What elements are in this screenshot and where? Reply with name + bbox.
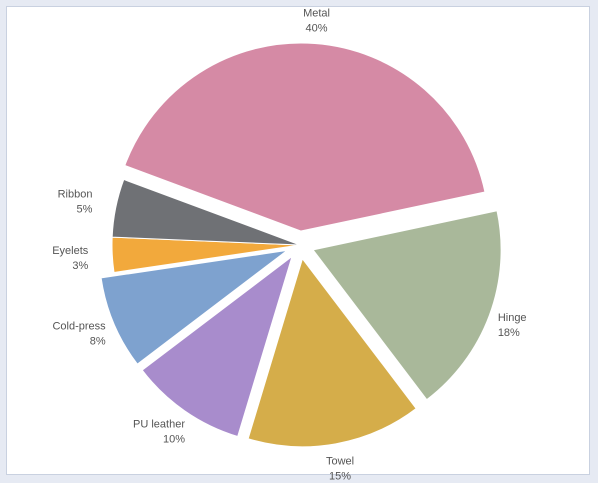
slice-name-cold-press: Cold-press <box>52 321 106 333</box>
slice-name-towel: Towel <box>326 455 354 467</box>
slice-label-eyelets: Eyelets 3% <box>52 245 89 272</box>
pie-slice-ribbon <box>111 178 301 246</box>
slice-pct-towel: 15% <box>329 470 351 482</box>
slice-label-pu-leather: PU leather 10% <box>133 419 185 446</box>
slice-label-metal: Metal 40% <box>303 8 330 35</box>
slice-name-ribbon: Ribbon <box>58 188 93 200</box>
slice-pct-cold-press: 8% <box>90 336 106 348</box>
slice-label-hinge: Hinge 18% <box>498 312 527 339</box>
pie-slice-cold-press <box>100 249 288 365</box>
slice-pct-hinge: 18% <box>498 327 520 339</box>
slice-label-towel: Towel 15% <box>326 455 354 482</box>
pie-slice-pu-leather <box>141 255 293 438</box>
slice-label-cold-press: Cold-press 8% <box>52 321 106 348</box>
pie-slice-metal <box>124 42 486 232</box>
slice-name-hinge: Hinge <box>498 312 527 324</box>
slice-pct-ribbon: 5% <box>77 203 93 215</box>
slice-name-pu-leather: PU leather <box>133 419 185 431</box>
slice-pct-eyelets: 3% <box>72 260 88 272</box>
slice-name-metal: Metal <box>303 8 330 20</box>
pie-slice-towel <box>247 257 417 448</box>
slice-pct-metal: 40% <box>306 23 328 35</box>
slice-pct-pu-leather: 10% <box>163 434 185 446</box>
slice-name-eyelets: Eyelets <box>52 245 89 257</box>
pie-slice-hinge <box>312 210 502 401</box>
slice-label-ribbon: Ribbon 5% <box>58 188 93 215</box>
